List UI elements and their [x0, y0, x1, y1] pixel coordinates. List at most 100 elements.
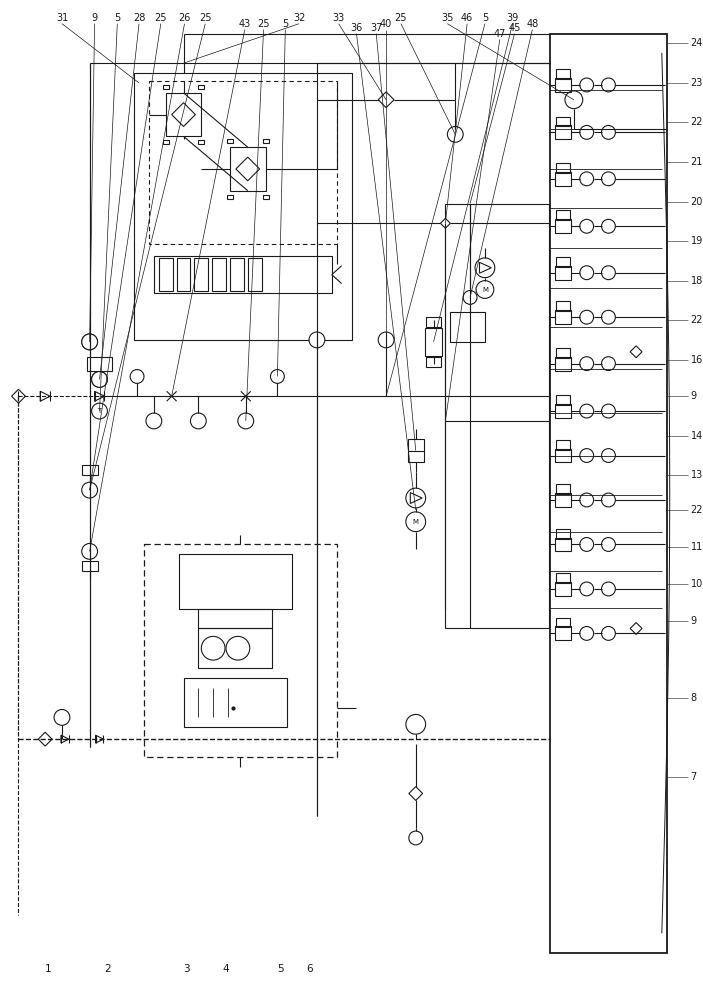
Text: T: T: [98, 408, 102, 414]
Text: 21: 21: [690, 157, 703, 167]
Bar: [163, 85, 169, 89]
Text: 28: 28: [133, 13, 146, 23]
Text: 25: 25: [257, 19, 270, 29]
Text: 31: 31: [56, 13, 68, 23]
Bar: [263, 139, 269, 143]
Text: 23: 23: [690, 78, 703, 88]
Circle shape: [406, 714, 425, 734]
Bar: [555, 310, 571, 324]
Text: 39: 39: [506, 13, 519, 23]
Bar: [446, 204, 549, 628]
Bar: [247, 258, 262, 291]
Polygon shape: [40, 391, 50, 401]
Bar: [555, 449, 571, 462]
Circle shape: [475, 258, 495, 278]
Text: 10: 10: [690, 579, 703, 589]
Text: 25: 25: [155, 13, 167, 23]
Bar: [556, 210, 570, 220]
Text: 14: 14: [690, 431, 703, 441]
Circle shape: [580, 404, 593, 418]
Bar: [227, 195, 233, 199]
Bar: [556, 348, 570, 358]
Text: 5: 5: [114, 13, 120, 23]
Bar: [556, 301, 570, 311]
Bar: [86, 357, 112, 371]
Bar: [555, 172, 571, 186]
Circle shape: [602, 78, 615, 92]
Bar: [183, 678, 288, 727]
Circle shape: [201, 636, 225, 660]
Bar: [555, 493, 571, 507]
Text: 25: 25: [199, 13, 212, 23]
Bar: [212, 258, 226, 291]
Text: 9: 9: [690, 391, 697, 401]
Circle shape: [580, 626, 593, 640]
Circle shape: [191, 413, 206, 429]
Bar: [556, 484, 570, 494]
Text: 9: 9: [91, 13, 98, 23]
Circle shape: [271, 370, 284, 383]
Circle shape: [580, 266, 593, 280]
Circle shape: [580, 449, 593, 462]
Circle shape: [602, 266, 615, 280]
Bar: [230, 147, 266, 191]
Bar: [198, 628, 273, 668]
Bar: [198, 85, 205, 89]
Polygon shape: [95, 391, 105, 401]
Circle shape: [602, 493, 615, 507]
Text: 47: 47: [494, 29, 506, 39]
Circle shape: [602, 172, 615, 186]
Bar: [555, 266, 571, 280]
Polygon shape: [479, 262, 491, 273]
Text: 22: 22: [690, 315, 703, 325]
Bar: [176, 258, 191, 291]
Circle shape: [602, 404, 615, 418]
Circle shape: [602, 219, 615, 233]
Text: 32: 32: [293, 13, 305, 23]
Text: 45: 45: [508, 23, 521, 33]
Polygon shape: [38, 732, 52, 746]
Circle shape: [463, 290, 477, 304]
Circle shape: [476, 281, 494, 298]
Polygon shape: [378, 92, 394, 108]
Bar: [227, 139, 233, 143]
Text: 22: 22: [690, 505, 703, 515]
Bar: [230, 258, 244, 291]
Bar: [556, 117, 570, 126]
Bar: [556, 529, 570, 539]
Bar: [82, 465, 98, 475]
Bar: [451, 312, 485, 342]
Text: 7: 7: [690, 772, 697, 782]
Bar: [555, 404, 571, 418]
Circle shape: [130, 370, 144, 383]
Circle shape: [54, 710, 70, 725]
Bar: [154, 256, 332, 293]
Text: 19: 19: [690, 236, 703, 246]
Text: 1: 1: [45, 964, 51, 974]
Bar: [555, 219, 571, 233]
Text: M: M: [482, 287, 488, 293]
Bar: [144, 544, 337, 757]
Circle shape: [309, 332, 325, 348]
Bar: [198, 140, 205, 144]
Polygon shape: [630, 346, 642, 358]
Bar: [556, 257, 570, 267]
Circle shape: [602, 125, 615, 139]
Text: 48: 48: [527, 19, 538, 29]
Circle shape: [226, 636, 250, 660]
Polygon shape: [409, 787, 423, 800]
Bar: [555, 357, 571, 371]
Circle shape: [580, 538, 593, 551]
Bar: [134, 73, 352, 340]
Text: 26: 26: [179, 13, 191, 23]
Text: 25: 25: [394, 13, 407, 23]
Bar: [163, 140, 169, 144]
Text: 22: 22: [690, 117, 703, 127]
Text: 20: 20: [690, 197, 703, 207]
Polygon shape: [11, 389, 25, 403]
Bar: [195, 258, 208, 291]
Bar: [556, 163, 570, 173]
Circle shape: [82, 482, 98, 498]
Bar: [198, 609, 273, 628]
Text: 16: 16: [690, 355, 703, 365]
